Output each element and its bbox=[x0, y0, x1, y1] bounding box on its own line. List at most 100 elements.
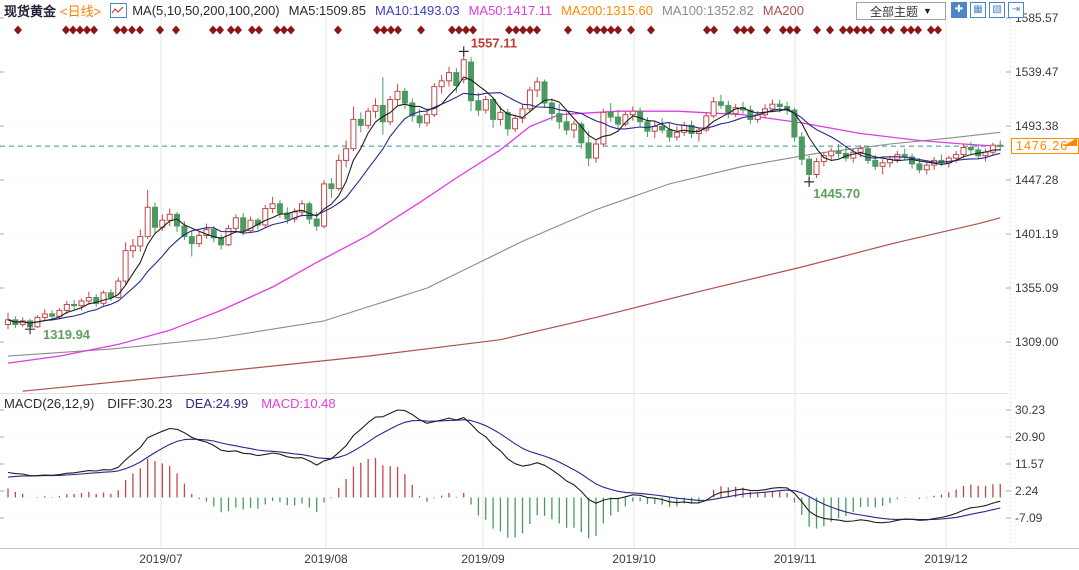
instrument-name: 现货黄金 bbox=[4, 3, 57, 19]
mini-chart-icon[interactable] bbox=[110, 2, 128, 18]
candle-body bbox=[453, 72, 460, 86]
chart-header: 现货黄金 <日线> MA(5,10,50,200,100,200) MA5:15… bbox=[4, 1, 804, 19]
price-axis-label: 1401.19 bbox=[1015, 227, 1059, 241]
event-diamond-icon bbox=[733, 25, 741, 35]
event-diamond-icon bbox=[287, 25, 295, 35]
candle-body bbox=[681, 124, 688, 133]
event-diamond-icon bbox=[747, 25, 755, 35]
ma200b-legend: MA200 bbox=[762, 2, 804, 18]
event-diamond-icon bbox=[853, 25, 861, 35]
theme-dropdown[interactable]: 全部主题 ▼ bbox=[856, 2, 946, 20]
candle-body bbox=[776, 103, 783, 107]
candle-body bbox=[188, 236, 195, 245]
event-diamond-icon bbox=[826, 25, 834, 35]
line-chart-icon[interactable]: ▧ bbox=[989, 2, 1005, 18]
nov-low-annotation: 1445.70 bbox=[813, 186, 860, 201]
theme-dropdown-label: 全部主题 bbox=[870, 4, 919, 19]
ma-settings-label: MA(5,10,50,200,100,200) bbox=[132, 2, 280, 18]
event-diamond-icon bbox=[564, 25, 572, 35]
candle-body bbox=[923, 164, 930, 171]
ma100-line bbox=[7, 131, 1001, 357]
event-diamond-icon bbox=[255, 25, 263, 35]
candle-body bbox=[416, 115, 423, 124]
candle-body bbox=[482, 99, 489, 111]
event-diamond-icon bbox=[455, 25, 463, 35]
ma10-line bbox=[7, 92, 1001, 324]
event-diamond-icon bbox=[614, 25, 622, 35]
candle-body bbox=[372, 104, 379, 112]
candle-body bbox=[872, 159, 879, 167]
price-axis-label: 1355.09 bbox=[1015, 281, 1059, 295]
candle-body bbox=[269, 203, 276, 210]
candle-body bbox=[401, 90, 408, 104]
candle-body bbox=[497, 111, 504, 120]
event-diamond-icon bbox=[120, 25, 128, 35]
candle-body bbox=[967, 147, 974, 151]
macd-diff-value: DIFF:30.23 bbox=[107, 396, 173, 411]
event-diamond-icon bbox=[62, 25, 70, 35]
candle-body bbox=[78, 300, 85, 307]
candle-body bbox=[328, 183, 335, 190]
candle-body bbox=[181, 225, 188, 237]
pane-chart-icon[interactable]: ▦ bbox=[970, 2, 986, 18]
ma200-line bbox=[22, 217, 1001, 392]
macd-params-label: MACD(26,12,9) bbox=[4, 396, 95, 411]
event-diamond-icon bbox=[373, 25, 381, 35]
chevron-down-icon: ▼ bbox=[923, 6, 932, 16]
candle-body bbox=[225, 227, 232, 246]
timeframe-label: <日线> bbox=[60, 3, 102, 19]
candle-body bbox=[210, 229, 217, 239]
candle-body bbox=[93, 297, 100, 304]
candle-body bbox=[122, 250, 129, 282]
event-diamond-icon bbox=[280, 25, 288, 35]
macd-dea-line bbox=[7, 419, 1001, 521]
export-icon[interactable]: ⇥ bbox=[1008, 2, 1024, 18]
candle-body bbox=[284, 212, 291, 220]
event-diamond-icon bbox=[867, 25, 875, 35]
event-diamond-icon bbox=[512, 25, 520, 35]
event-diamond-icon bbox=[860, 25, 868, 35]
event-diamond-icon bbox=[647, 25, 655, 35]
event-diamond-icon bbox=[505, 25, 513, 35]
move-icon[interactable]: ✚ bbox=[951, 2, 967, 18]
x-axis-label: 2019/09 bbox=[461, 552, 505, 566]
candle-body bbox=[570, 123, 577, 131]
macd-macd-value: MACD:10.48 bbox=[261, 396, 336, 411]
candle-body bbox=[710, 101, 717, 117]
candle-body bbox=[365, 110, 372, 126]
candle-body bbox=[409, 102, 416, 117]
event-diamond-icon bbox=[593, 25, 601, 35]
macd-dea-value: DEA:24.99 bbox=[185, 396, 249, 411]
event-diamond-icon bbox=[156, 25, 164, 35]
candle-body bbox=[343, 148, 350, 161]
candle-body bbox=[960, 147, 967, 155]
price-axis-label: 1447.28 bbox=[1015, 173, 1059, 187]
macd-diff-line bbox=[7, 409, 1001, 524]
event-diamond-icon bbox=[273, 25, 281, 35]
candle-body bbox=[438, 80, 445, 88]
high-cross-marker bbox=[458, 46, 469, 57]
ma5-legend: MA5:1509.85 bbox=[288, 2, 366, 18]
candle-body bbox=[578, 123, 585, 144]
macd-axis-label: 30.23 bbox=[1015, 403, 1045, 417]
event-diamond-icon bbox=[880, 25, 888, 35]
event-diamond-icon bbox=[907, 25, 915, 35]
event-diamond-icon bbox=[334, 25, 342, 35]
macd-axis-label: 2.24 bbox=[1015, 484, 1039, 498]
event-diamond-icon bbox=[703, 25, 711, 35]
price-arrow-icon bbox=[1062, 134, 1078, 152]
candle-body bbox=[379, 104, 386, 123]
candle-body bbox=[644, 121, 651, 132]
event-diamond-icon bbox=[740, 25, 748, 35]
event-diamond-icon bbox=[710, 25, 718, 35]
candle-body bbox=[541, 81, 548, 104]
candle-body bbox=[629, 110, 636, 116]
candle-body bbox=[615, 116, 621, 125]
event-diamond-icon bbox=[136, 25, 144, 35]
candle-body bbox=[41, 313, 48, 318]
high-price-annotation: 1557.11 bbox=[471, 35, 517, 50]
event-diamond-icon bbox=[113, 25, 121, 35]
candle-body bbox=[769, 103, 776, 110]
